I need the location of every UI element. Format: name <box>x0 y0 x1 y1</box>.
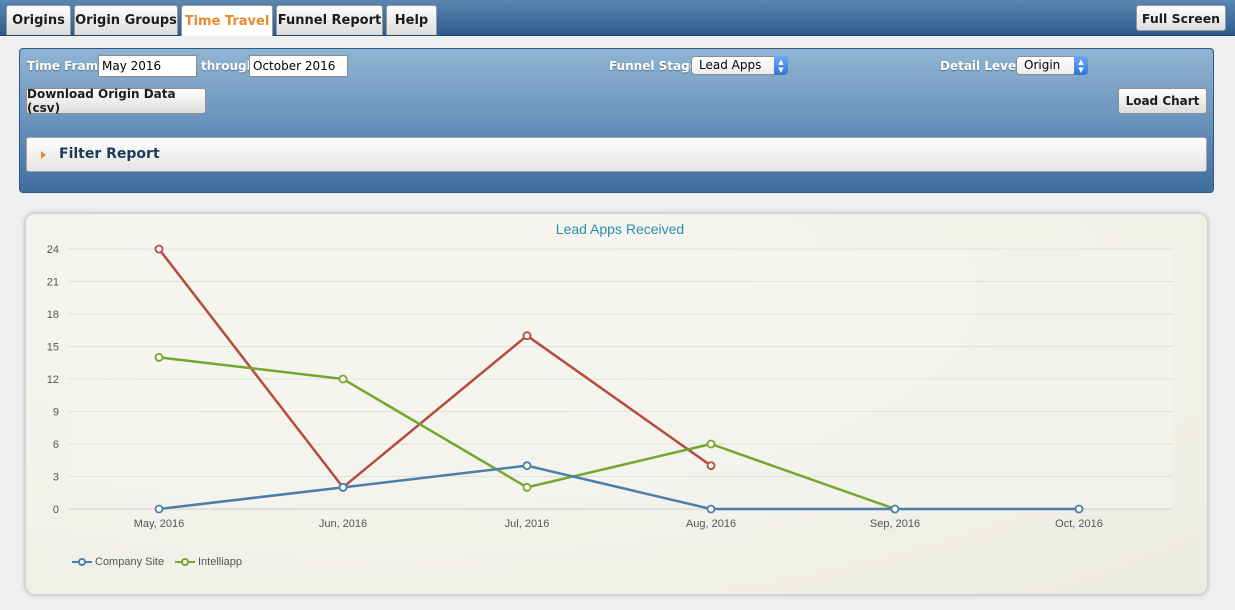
tab-origins[interactable]: Origins <box>6 5 71 35</box>
detail-level-value: Origin <box>1024 58 1061 72</box>
data-point <box>706 461 716 471</box>
data-point <box>522 461 532 471</box>
detail-level-label: Detail Level: <box>940 59 1025 73</box>
time-frame-label: Time Frame <box>27 59 107 73</box>
y-tick-label: 24 <box>47 244 59 256</box>
legend-swatch-company-site <box>72 557 92 567</box>
select-arrows-icon: ▲ ▼ <box>774 56 788 75</box>
tab-origin-groups[interactable]: Origin Groups <box>74 5 178 35</box>
data-point <box>522 482 532 492</box>
controls-panel: Time Frame May 2016 through October 2016… <box>19 48 1214 193</box>
funnel-stage-value: Lead Apps <box>699 58 762 72</box>
x-tick-label: Aug, 2016 <box>686 518 736 530</box>
tab-funnel-report[interactable]: Funnel Report <box>276 5 383 35</box>
legend-label-intelliapp: Intelliapp <box>198 556 243 568</box>
funnel-stage-select[interactable]: Lead Apps ▲ ▼ <box>691 56 788 75</box>
data-point <box>338 482 348 492</box>
legend-swatch-intelliapp <box>175 557 195 567</box>
chart-container: 0 3 6 9 12 15 18 21 24 May, 2016 Jun, 2016 Jul, 201… <box>25 213 1208 595</box>
detail-level-select[interactable]: Origin ▲ ▼ <box>1016 56 1088 75</box>
data-point <box>522 331 532 341</box>
load-chart-button[interactable]: Load Chart <box>1118 88 1207 114</box>
tab-time-travel[interactable]: Time Travel <box>181 5 273 36</box>
y-tick-label: 15 <box>47 342 59 354</box>
through-label: through <box>201 59 256 73</box>
data-point <box>1074 504 1084 514</box>
x-tick-label: Oct, 2016 <box>1055 518 1103 530</box>
filter-report-accordion[interactable]: Filter Report <box>26 137 1207 172</box>
chart-title: Lead Apps Received <box>556 221 684 237</box>
y-tick-label: 9 <box>53 407 59 419</box>
x-tick-label: May, 2016 <box>134 518 185 530</box>
data-point <box>154 352 164 362</box>
download-origin-data-button[interactable]: Download Origin Data (csv) <box>26 87 206 115</box>
legend-label-company-site: Company Site <box>95 556 165 568</box>
series-line <box>158 464 1079 511</box>
filter-report-label: Filter Report <box>59 146 160 162</box>
select-arrows-icon: ▲ ▼ <box>1074 56 1088 75</box>
data-point <box>706 504 716 514</box>
x-tick-label: Sep, 2016 <box>870 518 920 530</box>
y-tick-label: 12 <box>47 374 59 386</box>
time-frame-start-input[interactable]: May 2016 <box>98 55 197 77</box>
y-tick-label: 0 <box>53 504 59 516</box>
full-screen-button[interactable]: Full Screen <box>1136 5 1226 31</box>
y-tick-label: 6 <box>53 439 59 451</box>
y-tick-label: 3 <box>53 472 59 484</box>
funnel-stage-label: Funnel Stage: <box>609 59 703 73</box>
data-point <box>154 244 164 254</box>
y-tick-label: 21 <box>47 277 59 289</box>
data-point <box>706 439 716 449</box>
y-tick-label: 18 <box>47 309 59 321</box>
data-point <box>890 504 900 514</box>
legend-item-company-site[interactable]: Company Site <box>72 556 164 568</box>
data-point <box>154 504 164 514</box>
data-point <box>338 374 348 384</box>
line-chart: 0 3 6 9 12 15 18 21 24 May, 2016 Jun, 2016 Jul, 201… <box>47 221 1173 530</box>
expand-caret-icon <box>41 151 46 159</box>
legend-item-intelliapp[interactable]: Intelliapp <box>175 556 242 568</box>
top-tab-bar: Origins Origin Groups Time Travel Funnel… <box>0 0 1235 36</box>
time-frame-end-input[interactable]: October 2016 <box>249 55 348 77</box>
tab-help[interactable]: Help <box>386 5 437 35</box>
x-tick-label: Jun, 2016 <box>319 518 367 530</box>
x-tick-label: Jul, 2016 <box>505 518 550 530</box>
